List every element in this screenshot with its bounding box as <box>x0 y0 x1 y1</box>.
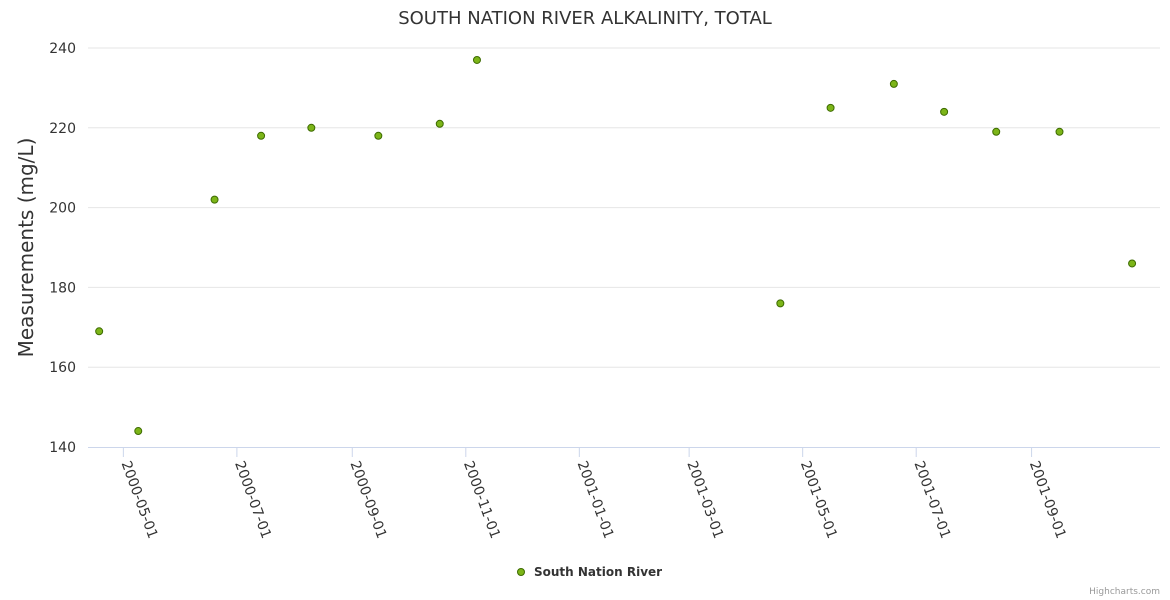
data-point-2000-09-15[interactable] <box>374 131 383 140</box>
x-tick-label-2000-11-01: 2000-11-01 <box>460 459 503 541</box>
x-tick-label-2000-05-01: 2000-05-01 <box>118 459 161 541</box>
data-point-2000-11-07[interactable] <box>472 55 481 64</box>
x-tick-label-2000-09-01: 2000-09-01 <box>347 459 390 541</box>
x-tick-label-2000-07-01: 2000-07-01 <box>231 459 274 541</box>
series-points <box>95 55 1137 436</box>
x-tick-label-2001-07-01: 2001-07-01 <box>910 459 953 541</box>
chart-title: SOUTH NATION RIVER ALKALINITY, TOTAL <box>398 8 772 29</box>
x-tick-label-2001-09-01: 2001-09-01 <box>1026 459 1069 541</box>
credits-link[interactable]: Highcharts.com <box>1089 587 1160 597</box>
x-tick-label-2001-05-01: 2001-05-01 <box>797 459 840 541</box>
x-tick-label-2001-03-01: 2001-03-01 <box>683 459 726 541</box>
y-tick-label-180: 180 <box>49 280 76 296</box>
y-tick-label-200: 200 <box>49 201 76 217</box>
grid-lines <box>88 47 1160 368</box>
y-axis-ticks: 140 160 180 200 220 240 <box>49 41 76 456</box>
data-point-2000-04-18[interactable] <box>95 327 104 336</box>
legend[interactable]: South Nation River <box>517 565 663 579</box>
data-point-2000-08-10[interactable] <box>307 123 316 132</box>
data-point-2001-08-13[interactable] <box>992 127 1001 136</box>
y-axis-label: Measurements (mg/L) <box>14 138 38 358</box>
data-point-2001-06-19[interactable] <box>889 79 898 88</box>
data-point-2001-05-16[interactable] <box>826 103 835 112</box>
data-point-2000-05-09[interactable] <box>134 427 143 436</box>
x-tick-label-2001-01-01: 2001-01-01 <box>574 459 617 541</box>
y-tick-label-240: 240 <box>49 41 76 57</box>
y-tick-label-220: 220 <box>49 121 76 137</box>
data-point-2001-09-16[interactable] <box>1055 127 1064 136</box>
data-point-2000-10-18[interactable] <box>435 119 444 128</box>
y-tick-label-160: 160 <box>49 360 76 376</box>
x-axis-ticks: 2000-05-01 2000-07-01 2000-09-01 2000-11-01… <box>118 447 1069 541</box>
data-point-2000-06-19[interactable] <box>210 195 219 204</box>
data-point-2000-07-14[interactable] <box>257 131 266 140</box>
legend-marker-south-nation-river[interactable] <box>517 568 525 576</box>
y-tick-label-140: 140 <box>49 440 76 456</box>
data-point-2001-10-25[interactable] <box>1128 259 1137 268</box>
data-point-2001-07-16[interactable] <box>940 107 949 116</box>
legend-item-south-nation-river[interactable]: South Nation River <box>534 565 662 579</box>
data-point-2001-04-19[interactable] <box>776 299 785 308</box>
